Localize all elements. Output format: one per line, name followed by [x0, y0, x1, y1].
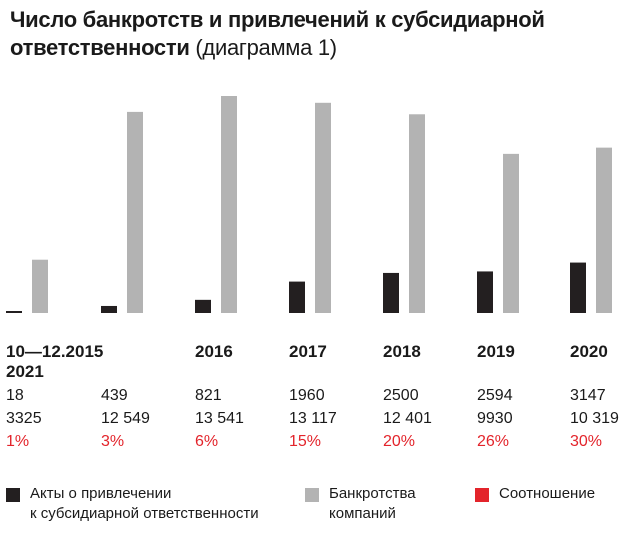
title-line-2: ответственности [10, 35, 190, 60]
bankruptcies-bar-3 [315, 102, 331, 313]
legend-bankruptcies: Банкротства компаний [305, 484, 416, 524]
bankruptcies-value-3: 13 117 [289, 410, 337, 427]
year-label-2: 2017 [289, 342, 327, 361]
acts-value-4: 2500 [383, 387, 419, 404]
acts-value-5: 2594 [477, 387, 513, 404]
acts-bar-5 [477, 271, 493, 313]
bankruptcies-bar-2 [221, 96, 237, 313]
bankruptcies-value-0: 3325 [6, 410, 42, 427]
bankruptcies-bar-1 [127, 111, 143, 313]
legend-bankruptcies-line-0: Банкротства [329, 485, 416, 502]
ratio-value-2: 6% [195, 433, 219, 450]
acts-value-1: 439 [101, 387, 128, 404]
legend-bankruptcies-text: Банкротства компаний [329, 484, 416, 524]
title-line-1: Число банкротств и привлечений к субсиди… [10, 7, 545, 32]
legend-acts: Акты о привлечении к субсидиарной ответст… [6, 484, 259, 524]
bankruptcies-value-5: 9930 [477, 410, 513, 427]
bankruptcies-value-4: 12 401 [383, 410, 432, 427]
bankruptcies-value-1: 12 549 [101, 410, 150, 427]
ratio-value-6: 30% [570, 433, 603, 450]
bankruptcies-bar-6 [596, 147, 612, 313]
ratio-value-1: 3% [101, 433, 125, 450]
bankruptcies-bar-4 [409, 114, 425, 314]
year-label-0: 10—12.2015 [6, 342, 104, 361]
legend-ratio-line-0: Соотношение [499, 485, 596, 502]
ratio-value-4: 20% [383, 433, 416, 450]
acts-value-6: 3147 [570, 387, 606, 404]
bankruptcies-value-6: 10 319 [570, 410, 619, 427]
legend-ratio-swatch [475, 488, 489, 502]
chart-legend: Акты о привлечении к субсидиарной ответст… [0, 484, 640, 538]
year-label-5: 2020 [570, 342, 608, 361]
ratio-value-0: 1% [6, 433, 30, 450]
legend-bankruptcies-swatch [305, 488, 319, 502]
year-label-4: 2019 [477, 342, 515, 361]
legend-acts-text: Акты о привлечении к субсидиарной ответст… [30, 484, 259, 524]
acts-bar-6 [570, 262, 586, 313]
acts-value-0: 18 [6, 387, 24, 404]
title-subtitle: (диаграмма 1) [189, 35, 337, 60]
bankruptcies-bar-5 [503, 153, 519, 313]
year-label-1: 2016 [195, 342, 233, 361]
acts-bar-0 [6, 311, 22, 313]
ratio-value-3: 15% [289, 433, 322, 450]
legend-bankruptcies-line-1: компаний [329, 505, 396, 522]
acts-bar-4 [383, 272, 399, 313]
bar-chart [6, 96, 612, 314]
acts-value-2: 821 [195, 387, 222, 404]
legend-ratio: Соотношение [475, 484, 595, 504]
ratio-value-5: 26% [477, 433, 510, 450]
legend-acts-line-1: к субсидиарной ответственности [30, 505, 259, 522]
bankruptcies-bar-0 [32, 259, 48, 313]
acts-bar-2 [195, 299, 211, 313]
acts-bar-1 [101, 305, 117, 313]
acts-value-3: 1960 [289, 387, 325, 404]
year-labels: 10—12.2015 2016 2017 2018 2019 2020 2021 [0, 342, 640, 382]
year-label-6: 2021 [6, 362, 44, 381]
legend-acts-swatch [6, 488, 20, 502]
acts-bar-3 [289, 281, 305, 313]
legend-ratio-text: Соотношение [499, 484, 595, 504]
year-label-3: 2018 [383, 342, 421, 361]
chart-title: Число банкротств и привлечений к субсиди… [10, 6, 630, 62]
legend-acts-line-0: Акты о привлечении [30, 485, 172, 502]
bankruptcies-value-2: 13 541 [195, 410, 244, 427]
